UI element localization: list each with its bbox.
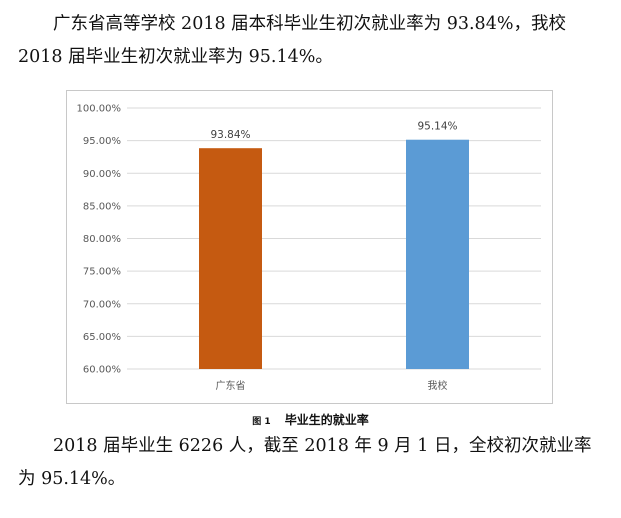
intro-paragraph: 广东省高等学校 2018 届本科毕业生初次就业率为 93.84%，我校 2018… (18, 14, 566, 67)
bar-value-label: 93.84% (210, 129, 250, 141)
figure-caption: 图 1 毕业生的就业率 (0, 411, 621, 428)
figure-number: 图 1 (252, 417, 271, 427)
y-tick-label: 60.00% (83, 365, 121, 376)
figure-title: 毕业生的就业率 (284, 413, 369, 427)
y-tick-label: 95.00% (83, 136, 121, 147)
y-tick-label: 75.00% (83, 267, 121, 278)
x-category-label: 广东省 (216, 379, 246, 392)
bar-guangdong (199, 148, 262, 369)
y-tick-label: 80.00% (83, 234, 121, 245)
chart-svg: 60.00% 65.00% 70.00% 75.00% 80.00% 85.00% 90.0… (77, 104, 541, 392)
y-tick-label: 90.00% (83, 169, 121, 180)
employment-rate-chart: 60.00% 65.00% 70.00% 75.00% 80.00% 85.00% 90.0… (66, 90, 553, 404)
bar-value-label: 95.14% (417, 121, 457, 133)
y-tick-label: 100.00% (77, 104, 122, 115)
y-tick-label: 85.00% (83, 201, 121, 212)
summary-paragraph: 2018 届毕业生 6226 人，截至 2018 年 9 月 1 日，全校初次就… (18, 436, 592, 489)
bar-our-school (406, 139, 469, 369)
y-tick-label: 70.00% (83, 299, 121, 310)
y-tick-label: 65.00% (83, 332, 121, 343)
x-category-label: 我校 (428, 379, 448, 392)
